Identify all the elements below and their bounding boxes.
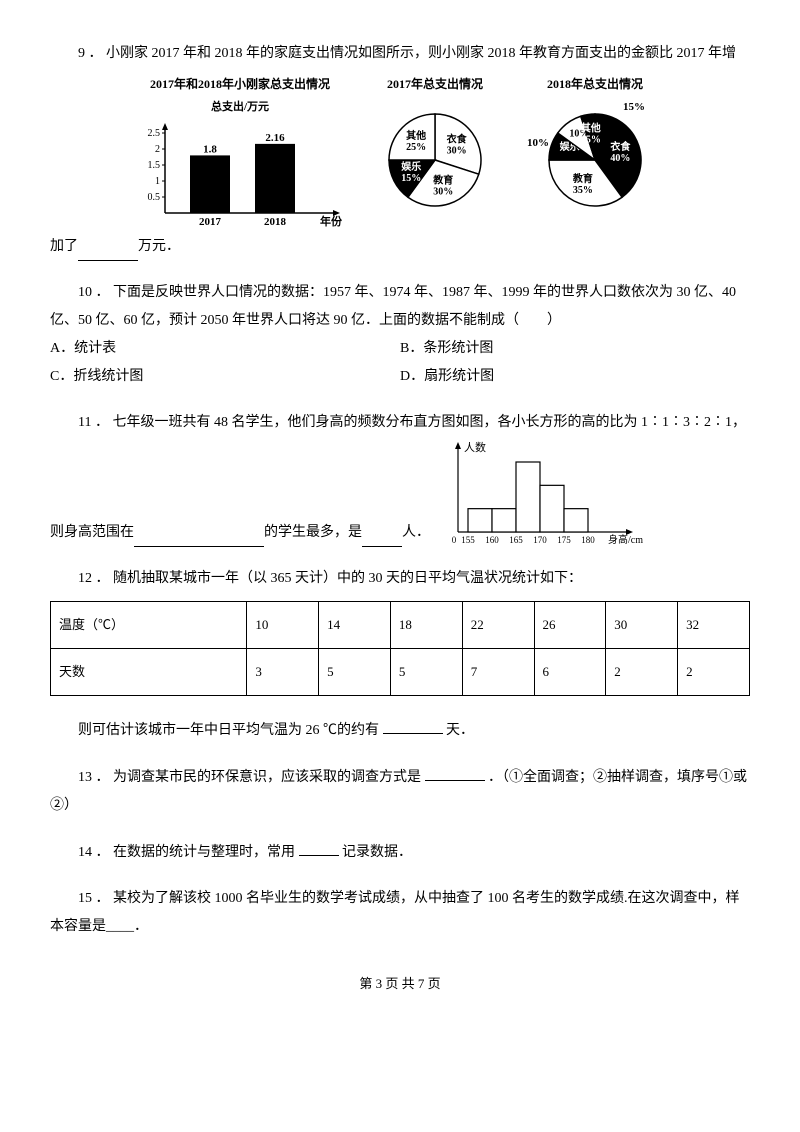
bar-2018-value: 2.16 xyxy=(265,132,285,144)
q11-text-d: 人． xyxy=(402,519,430,547)
q14-text-b: 记录数据． xyxy=(342,845,412,860)
pie-2017: 2017年总支出情况 衣食30%教育30%娱乐15%其他25% xyxy=(365,72,505,229)
question-10: 10 ． 下面是反映世界人口情况的数据：1957 年、1974 年、1987 年… xyxy=(50,279,750,391)
q12-text: 12 ． 随机抽取某城市一年（以 365 天计）中的 30 天的日平均气温状况统… xyxy=(50,565,750,593)
q13-text-a: 13 ． 为调查某市民的环保意识，应该采取的调查方式是 xyxy=(78,770,421,785)
bar-cat-2017: 2017 xyxy=(199,216,222,228)
q10-opt-a[interactable]: A．统计表 xyxy=(50,335,400,363)
q12-blank[interactable] xyxy=(383,716,443,734)
pie-2018-svg: 衣食40%教育35%娱乐10%其他15%15%10% xyxy=(525,98,665,218)
svg-text:身高/cm: 身高/cm xyxy=(608,533,643,546)
svg-text:1: 1 xyxy=(155,176,160,187)
question-14: 14 ． 在数据的统计与整理时，常用 记录数据． xyxy=(50,838,750,867)
q12-conclusion: 则可估计该城市一年中日平均气温为 26 ℃的约有 天． xyxy=(50,716,750,745)
bar-cat-2018: 2018 xyxy=(264,216,287,228)
svg-text:15%: 15% xyxy=(581,135,601,146)
svg-text:0.5: 0.5 xyxy=(148,192,161,203)
q9-charts: 2017年和2018年小刚家总支出情况 总支出/万元 0.5 1 1.5 2 2.5 1… xyxy=(50,72,750,239)
q11-blank-2[interactable] xyxy=(362,529,402,547)
q14-line: 14 ． 在数据的统计与整理时，常用 记录数据． xyxy=(50,838,750,867)
q12-text-b: 则可估计该城市一年中日平均气温为 26 ℃的约有 xyxy=(78,723,379,738)
pie-2017-title: 2017年总支出情况 xyxy=(365,72,505,96)
q11-row: 则身高范围在 的学生最多，是 人． 人数 0 155 160 165 170 175 180 身… xyxy=(50,437,750,547)
svg-text:衣食: 衣食 xyxy=(610,140,631,153)
q11-text-b: 则身高范围在 xyxy=(50,519,134,547)
q11-blank-1[interactable] xyxy=(134,529,264,547)
svg-text:0: 0 xyxy=(452,535,457,545)
svg-text:40%: 40% xyxy=(610,153,630,164)
bar-chart-title: 2017年和2018年小刚家总支出情况 xyxy=(135,72,345,96)
q9-text-c: 万元． xyxy=(138,233,180,261)
question-15: 15 ． 某校为了解该校 1000 名毕业生的数学考试成绩，从中抽查了 100 … xyxy=(50,885,750,941)
question-11: 11 ． 七年级一班共有 48 名学生，他们身高的频数分布直方图如图，各小长方形… xyxy=(50,409,750,547)
bar-xlabel: 年份 xyxy=(320,214,343,228)
q10-opt-b[interactable]: B．条形统计图 xyxy=(400,335,750,363)
q11-text-c: 的学生最多，是 xyxy=(264,519,362,547)
q13-line: 13 ． 为调查某市民的环保意识，应该采取的调查方式是 ．（①全面调查；②抽样调… xyxy=(50,763,750,820)
svg-text:155: 155 xyxy=(461,535,475,545)
bar-yticks: 0.5 1 1.5 2 2.5 xyxy=(148,128,166,203)
svg-text:衣食: 衣食 xyxy=(447,132,468,145)
q9-blank[interactable] xyxy=(78,243,138,261)
svg-text:170: 170 xyxy=(533,535,547,545)
svg-text:180: 180 xyxy=(581,535,595,545)
q13-blank[interactable] xyxy=(425,763,485,781)
svg-text:教育: 教育 xyxy=(432,173,453,186)
svg-text:其他: 其他 xyxy=(406,129,426,142)
question-9: 9 ． 小刚家 2017 年和 2018 年的家庭支出情况如图所示，则小刚家 2… xyxy=(50,40,750,261)
svg-text:15%: 15% xyxy=(401,173,421,184)
bar-2017-value: 1.8 xyxy=(203,143,217,155)
pie-2017-svg: 衣食30%教育30%娱乐15%其他25% xyxy=(365,98,505,218)
q9-text-a: 9 ． 小刚家 2017 年和 2018 年的家庭支出情况如图所示，则小刚家 2… xyxy=(50,40,750,68)
bar-chart-svg: 0.5 1 1.5 2 2.5 1.8 2.16 2017 2018 年份 xyxy=(135,118,345,228)
question-12: 12 ． 随机抽取某城市一年（以 365 天计）中的 30 天的日平均气温状况统… xyxy=(50,565,750,745)
svg-text:15%: 15% xyxy=(623,101,645,113)
svg-text:2: 2 xyxy=(155,144,160,155)
bar-chart-ylabel: 总支出/万元 xyxy=(135,96,345,118)
q10-options-1: A．统计表 B．条形统计图 xyxy=(50,335,750,363)
svg-text:165: 165 xyxy=(509,535,523,545)
pie-2018: 2018年总支出情况 衣食40%教育35%娱乐10%其他15%15%10% xyxy=(525,72,665,229)
table-row-days: 天数3557622 xyxy=(51,649,750,696)
q9-text-b: 加了 xyxy=(50,233,78,261)
page-footer: 第 3 页 共 7 页 xyxy=(50,971,750,997)
svg-text:2.5: 2.5 xyxy=(148,128,161,139)
svg-text:35%: 35% xyxy=(573,185,593,196)
svg-text:其他: 其他 xyxy=(581,122,601,135)
svg-text:1.5: 1.5 xyxy=(148,160,161,171)
q10-text: 10 ． 下面是反映世界人口情况的数据：1957 年、1974 年、1987 年… xyxy=(50,279,750,335)
pie-2018-title: 2018年总支出情况 xyxy=(525,72,665,96)
svg-text:人数: 人数 xyxy=(464,441,486,454)
svg-text:160: 160 xyxy=(485,535,499,545)
svg-text:30%: 30% xyxy=(433,186,453,197)
q14-blank[interactable] xyxy=(299,838,339,856)
q10-opt-d[interactable]: D．扇形统计图 xyxy=(400,363,750,391)
q10-opt-c[interactable]: C．折线统计图 xyxy=(50,363,400,391)
bar-2017 xyxy=(190,155,230,213)
svg-text:30%: 30% xyxy=(447,145,467,156)
q10-options-2: C．折线统计图 D．扇形统计图 xyxy=(50,363,750,391)
histogram-svg: 人数 0 155 160 165 170 175 180 身高/cm xyxy=(438,437,668,547)
svg-text:教育: 教育 xyxy=(572,172,593,185)
table-row-temp: 温度（℃）10141822263032 xyxy=(51,602,750,649)
svg-text:175: 175 xyxy=(557,535,571,545)
q15-text: 15 ． 某校为了解该校 1000 名毕业生的数学考试成绩，从中抽查了 100 … xyxy=(50,885,750,941)
q9-bottom-line: 加了 万元． xyxy=(50,233,750,261)
q14-text-a: 14 ． 在数据的统计与整理时，常用 xyxy=(78,845,295,860)
q12-table: 温度（℃）10141822263032 天数3557622 xyxy=(50,601,750,696)
q11-text-a: 11 ． 七年级一班共有 48 名学生，他们身高的频数分布直方图如图，各小长方形… xyxy=(50,409,750,437)
bar-chart: 2017年和2018年小刚家总支出情况 总支出/万元 0.5 1 1.5 2 2.5 1… xyxy=(135,72,345,239)
q12-text-c: 天． xyxy=(446,723,474,738)
svg-text:25%: 25% xyxy=(406,142,426,153)
svg-text:10%: 10% xyxy=(527,137,549,149)
question-13: 13 ． 为调查某市民的环保意识，应该采取的调查方式是 ．（①全面调查；②抽样调… xyxy=(50,763,750,820)
svg-text:娱乐: 娱乐 xyxy=(401,160,421,173)
bar-2018 xyxy=(255,144,295,213)
